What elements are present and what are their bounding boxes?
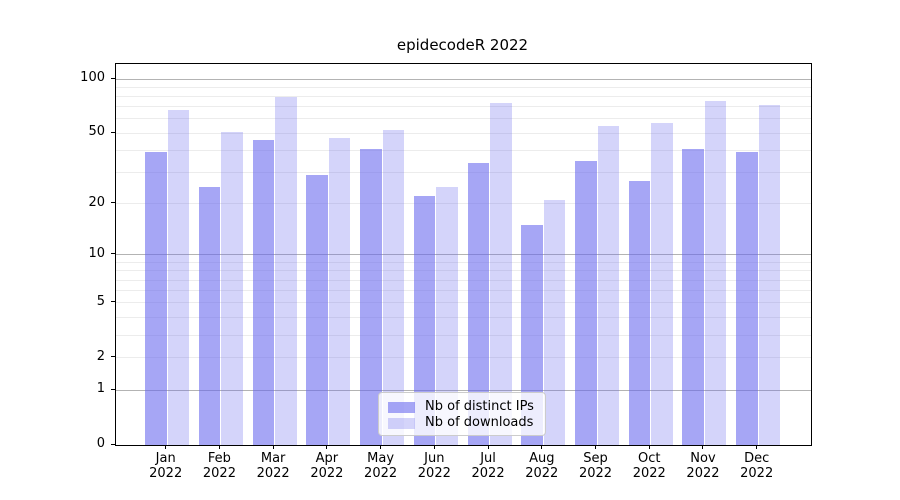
gridline-minor [116, 334, 811, 336]
gridline-minor [116, 106, 811, 108]
gridline-major [116, 254, 811, 256]
y-tick-mark [111, 388, 115, 390]
x-tick-mark [218, 445, 220, 449]
gridline-minor [116, 132, 811, 134]
gridline-minor [116, 316, 811, 318]
legend-swatch-light [388, 417, 415, 429]
bar-downloads [328, 138, 351, 445]
bar-distinct-ips [682, 148, 704, 445]
gridline-minor [116, 172, 811, 174]
legend: Nb of distinct IPs Nb of downloads [378, 392, 546, 436]
bar-downloads [221, 131, 243, 445]
legend-item: Nb of distinct IPs [388, 399, 537, 415]
gridline-minor [116, 203, 811, 205]
legend-label: Nb of downloads [425, 415, 534, 430]
bar-distinct-ips [521, 225, 543, 445]
y-tick-mark [111, 301, 115, 303]
bar-downloads [436, 186, 458, 445]
bar-distinct-ips [252, 139, 275, 445]
bar-downloads [490, 102, 512, 445]
bar-distinct-ips [575, 160, 597, 445]
gridline-minor [116, 279, 811, 281]
x-tick-mark [326, 445, 328, 449]
gridline-major [116, 78, 811, 80]
x-tick-label: Jun 2022 [417, 451, 451, 481]
y-tick-mark [111, 202, 115, 204]
gridline-minor [116, 261, 811, 263]
y-tick-label: 10 [88, 245, 105, 261]
gridline-minor [116, 118, 811, 120]
x-tick-label: Feb 2022 [202, 451, 236, 481]
bar-distinct-ips [413, 196, 436, 445]
x-tick-mark [165, 445, 167, 449]
gridline-major [116, 389, 811, 391]
x-tick-label: Apr 2022 [310, 451, 344, 481]
gridline-minor [116, 357, 811, 359]
x-tick-label: Oct 2022 [632, 451, 666, 481]
x-tick-label: Dec 2022 [740, 451, 774, 481]
y-tick-mark [111, 253, 115, 255]
bar-downloads [275, 96, 297, 445]
y-tick-label: 2 [96, 348, 105, 364]
x-tick-label: Nov 2022 [686, 451, 720, 481]
bar-distinct-ips [306, 175, 328, 445]
bar-downloads [651, 123, 673, 445]
gridline-minor [116, 290, 811, 292]
y-tick-label: 50 [88, 124, 105, 140]
bar-downloads [167, 110, 190, 445]
gridline-minor [116, 270, 811, 272]
y-tick-mark [111, 356, 115, 358]
plot-area: Nb of distinct IPs Nb of downloads [115, 63, 812, 446]
x-tick-mark [433, 445, 435, 449]
y-tick-label: 5 [96, 293, 105, 309]
gridline-minor [116, 149, 811, 151]
x-tick-mark [487, 445, 489, 449]
bar-distinct-ips [736, 152, 758, 445]
bar-downloads [758, 104, 781, 445]
x-tick-label: Jul 2022 [471, 451, 505, 481]
bar-downloads [704, 100, 727, 445]
legend-item: Nb of downloads [388, 415, 537, 431]
bar-downloads [597, 125, 620, 445]
bar-distinct-ips [360, 148, 382, 445]
x-tick-mark [702, 445, 704, 449]
x-tick-mark [595, 445, 597, 449]
y-tick-mark [111, 443, 115, 445]
x-tick-label: Aug 2022 [525, 451, 559, 481]
y-tick-label: 1 [96, 381, 105, 397]
x-tick-mark [756, 445, 758, 449]
y-tick-mark [111, 77, 115, 79]
bar-distinct-ips [198, 186, 221, 445]
x-tick-mark [380, 445, 382, 449]
legend-label: Nb of distinct IPs [425, 399, 534, 414]
x-tick-label: Sep 2022 [578, 451, 613, 481]
y-tick-label: 100 [80, 70, 105, 85]
x-tick-mark [541, 445, 543, 449]
x-tick-mark [272, 445, 274, 449]
x-tick-label: Mar 2022 [256, 451, 290, 481]
bar-downloads [543, 199, 566, 445]
bar-distinct-ips [467, 163, 490, 445]
x-tick-label: May 2022 [364, 451, 398, 481]
gridline-minor [116, 302, 811, 304]
gridline-minor [116, 86, 811, 88]
chart-title: epidecodeR 2022 [396, 36, 529, 54]
x-tick-label: Jan 2022 [149, 451, 183, 481]
bar-distinct-ips [628, 180, 651, 445]
gridline-minor [116, 96, 811, 97]
y-tick-label: 20 [88, 194, 105, 210]
y-tick-mark [111, 131, 115, 133]
bar-distinct-ips [145, 152, 167, 445]
y-tick-label: 0 [96, 436, 105, 451]
legend-swatch-dark [388, 401, 415, 413]
x-tick-mark [648, 445, 650, 449]
bar-downloads [382, 130, 405, 445]
